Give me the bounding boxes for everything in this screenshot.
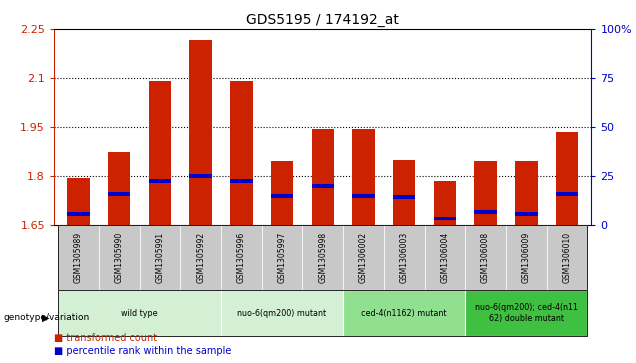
Bar xyxy=(230,81,252,225)
Text: GSM1306004: GSM1306004 xyxy=(440,232,450,284)
Bar xyxy=(466,290,588,336)
Bar xyxy=(221,290,343,336)
Bar xyxy=(190,174,212,178)
Bar xyxy=(99,225,139,290)
Text: ■ percentile rank within the sample: ■ percentile rank within the sample xyxy=(54,346,232,356)
Text: GSM1305997: GSM1305997 xyxy=(277,232,287,284)
Bar xyxy=(474,161,497,225)
Bar xyxy=(108,151,130,225)
Bar xyxy=(506,225,547,290)
Bar xyxy=(67,212,90,216)
Bar xyxy=(352,129,375,225)
Bar xyxy=(312,129,334,225)
Bar xyxy=(108,192,130,196)
Text: genotype/variation: genotype/variation xyxy=(3,313,90,322)
Text: ▶: ▶ xyxy=(41,313,49,323)
Bar xyxy=(312,184,334,188)
Bar xyxy=(139,225,180,290)
Text: GSM1305996: GSM1305996 xyxy=(237,232,246,284)
Text: GSM1306008: GSM1306008 xyxy=(481,232,490,283)
Bar xyxy=(58,290,221,336)
Text: GSM1306009: GSM1306009 xyxy=(522,232,531,284)
Bar xyxy=(271,194,293,197)
Bar xyxy=(343,290,466,336)
Bar xyxy=(556,132,578,225)
Bar xyxy=(515,161,537,225)
Bar xyxy=(393,160,415,225)
Text: GSM1305991: GSM1305991 xyxy=(155,232,165,283)
Text: nuo-6(qm200) mutant: nuo-6(qm200) mutant xyxy=(237,309,327,318)
Bar xyxy=(384,225,425,290)
Bar xyxy=(149,81,171,225)
Text: GSM1306010: GSM1306010 xyxy=(563,232,572,283)
Bar xyxy=(434,217,456,220)
Bar xyxy=(343,225,384,290)
Text: ced-4(n1162) mutant: ced-4(n1162) mutant xyxy=(361,309,447,318)
Text: GSM1306002: GSM1306002 xyxy=(359,232,368,283)
Bar xyxy=(190,41,212,225)
Bar xyxy=(425,225,466,290)
Bar xyxy=(434,181,456,225)
Bar xyxy=(149,179,171,183)
Bar xyxy=(515,212,537,216)
Bar xyxy=(302,225,343,290)
Bar xyxy=(474,210,497,214)
Bar xyxy=(261,225,302,290)
Bar xyxy=(230,179,252,183)
Bar xyxy=(221,225,261,290)
Bar xyxy=(58,225,99,290)
Text: ■ transformed count: ■ transformed count xyxy=(54,333,157,343)
Title: GDS5195 / 174192_at: GDS5195 / 174192_at xyxy=(246,13,399,26)
Text: wild type: wild type xyxy=(121,309,158,318)
Bar xyxy=(67,178,90,225)
Bar xyxy=(393,195,415,199)
Text: GSM1305992: GSM1305992 xyxy=(196,232,205,283)
Bar xyxy=(180,225,221,290)
Bar xyxy=(556,192,578,196)
Text: GSM1305990: GSM1305990 xyxy=(114,232,123,284)
Bar xyxy=(466,225,506,290)
Text: GSM1305998: GSM1305998 xyxy=(318,232,328,283)
Text: GSM1305989: GSM1305989 xyxy=(74,232,83,283)
Text: GSM1306003: GSM1306003 xyxy=(399,232,409,284)
Bar xyxy=(352,194,375,197)
Bar xyxy=(271,161,293,225)
Text: nuo-6(qm200); ced-4(n11
62) double mutant: nuo-6(qm200); ced-4(n11 62) double mutan… xyxy=(475,303,578,323)
Bar xyxy=(547,225,588,290)
